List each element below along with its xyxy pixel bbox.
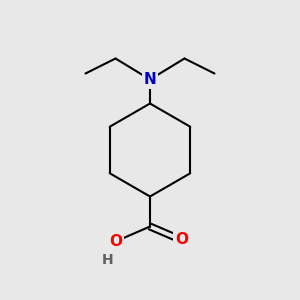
Text: N: N: [144, 72, 156, 87]
Text: O: O: [109, 234, 122, 249]
Text: H: H: [102, 253, 114, 266]
Text: O: O: [175, 232, 188, 247]
